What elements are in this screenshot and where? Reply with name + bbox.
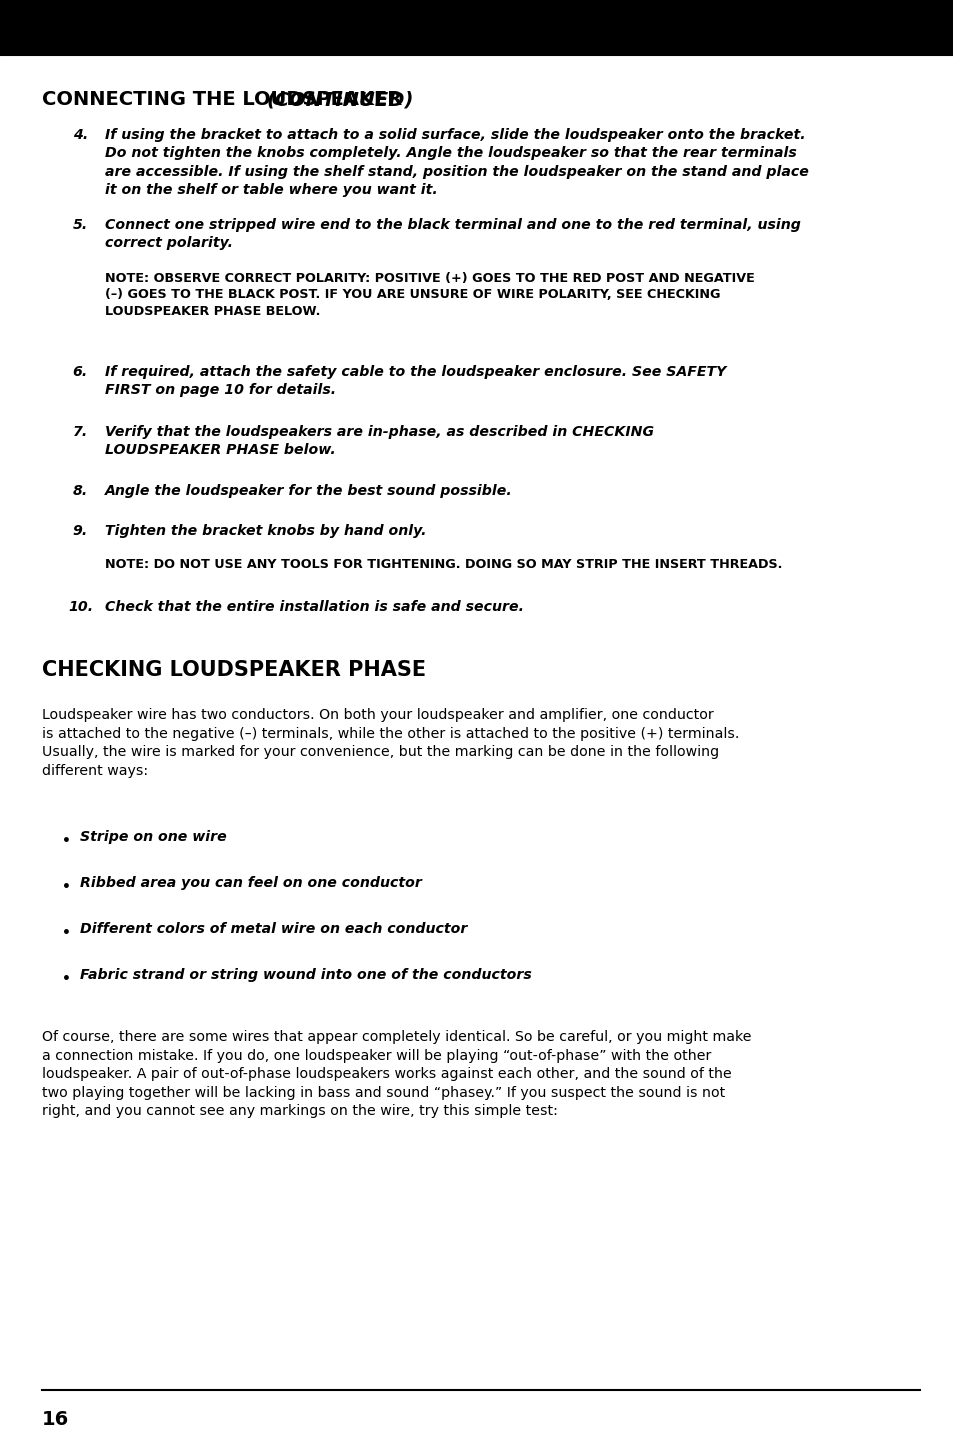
Bar [0, 0, 953, 55]
Text: Of course, there are some wires that appear completely identical. So be careful,: Of course, there are some wires that app… [42, 1030, 751, 1119]
Text: 5.: 5. [72, 218, 88, 232]
Text: 8.: 8. [72, 484, 88, 498]
Text: •: • [62, 834, 71, 849]
Text: 10.: 10. [69, 600, 94, 615]
Text: Angle the loudspeaker for the best sound possible.: Angle the loudspeaker for the best sound… [105, 484, 512, 498]
Text: Verify that the loudspeakers are in-phase, as described in CHECKING
LOUDSPEAKER : Verify that the loudspeakers are in-phas… [105, 424, 654, 458]
Text: (CONTINUED): (CONTINUED) [267, 90, 414, 109]
Text: Loudspeaker wire has two conductors. On both your loudspeaker and amplifier, one: Loudspeaker wire has two conductors. On … [42, 708, 739, 777]
Text: If required, attach the safety cable to the loudspeaker enclosure. See SAFETY
FI: If required, attach the safety cable to … [105, 365, 725, 398]
Text: •: • [62, 972, 71, 987]
Text: •: • [62, 881, 71, 894]
Text: •: • [62, 926, 71, 940]
Text: NOTE: OBSERVE CORRECT POLARITY: POSITIVE (+) GOES TO THE RED POST AND NEGATIVE
(: NOTE: OBSERVE CORRECT POLARITY: POSITIVE… [105, 272, 754, 318]
Text: Tighten the bracket knobs by hand only.: Tighten the bracket knobs by hand only. [105, 525, 426, 538]
Text: 16: 16 [42, 1409, 70, 1428]
Text: Check that the entire installation is safe and secure.: Check that the entire installation is sa… [105, 600, 523, 615]
Text: 9.: 9. [72, 525, 88, 538]
Text: Stripe on one wire: Stripe on one wire [80, 830, 227, 844]
Text: CONNECTING THE LOUDSPEAKER: CONNECTING THE LOUDSPEAKER [42, 90, 409, 109]
Text: Different colors of metal wire on each conductor: Different colors of metal wire on each c… [80, 923, 467, 936]
Text: Ribbed area you can feel on one conductor: Ribbed area you can feel on one conducto… [80, 876, 421, 891]
Text: 7.: 7. [72, 424, 88, 439]
Text: 4.: 4. [72, 128, 88, 142]
Text: NOTE: DO NOT USE ANY TOOLS FOR TIGHTENING. DOING SO MAY STRIP THE INSERT THREADS: NOTE: DO NOT USE ANY TOOLS FOR TIGHTENIN… [105, 558, 781, 571]
Text: CHECKING LOUDSPEAKER PHASE: CHECKING LOUDSPEAKER PHASE [42, 660, 426, 680]
Text: Connect one stripped wire end to the black terminal and one to the red terminal,: Connect one stripped wire end to the bla… [105, 218, 800, 250]
Text: Fabric strand or string wound into one of the conductors: Fabric strand or string wound into one o… [80, 968, 531, 982]
Text: 6.: 6. [72, 365, 88, 379]
Text: If using the bracket to attach to a solid surface, slide the loudspeaker onto th: If using the bracket to attach to a soli… [105, 128, 808, 198]
